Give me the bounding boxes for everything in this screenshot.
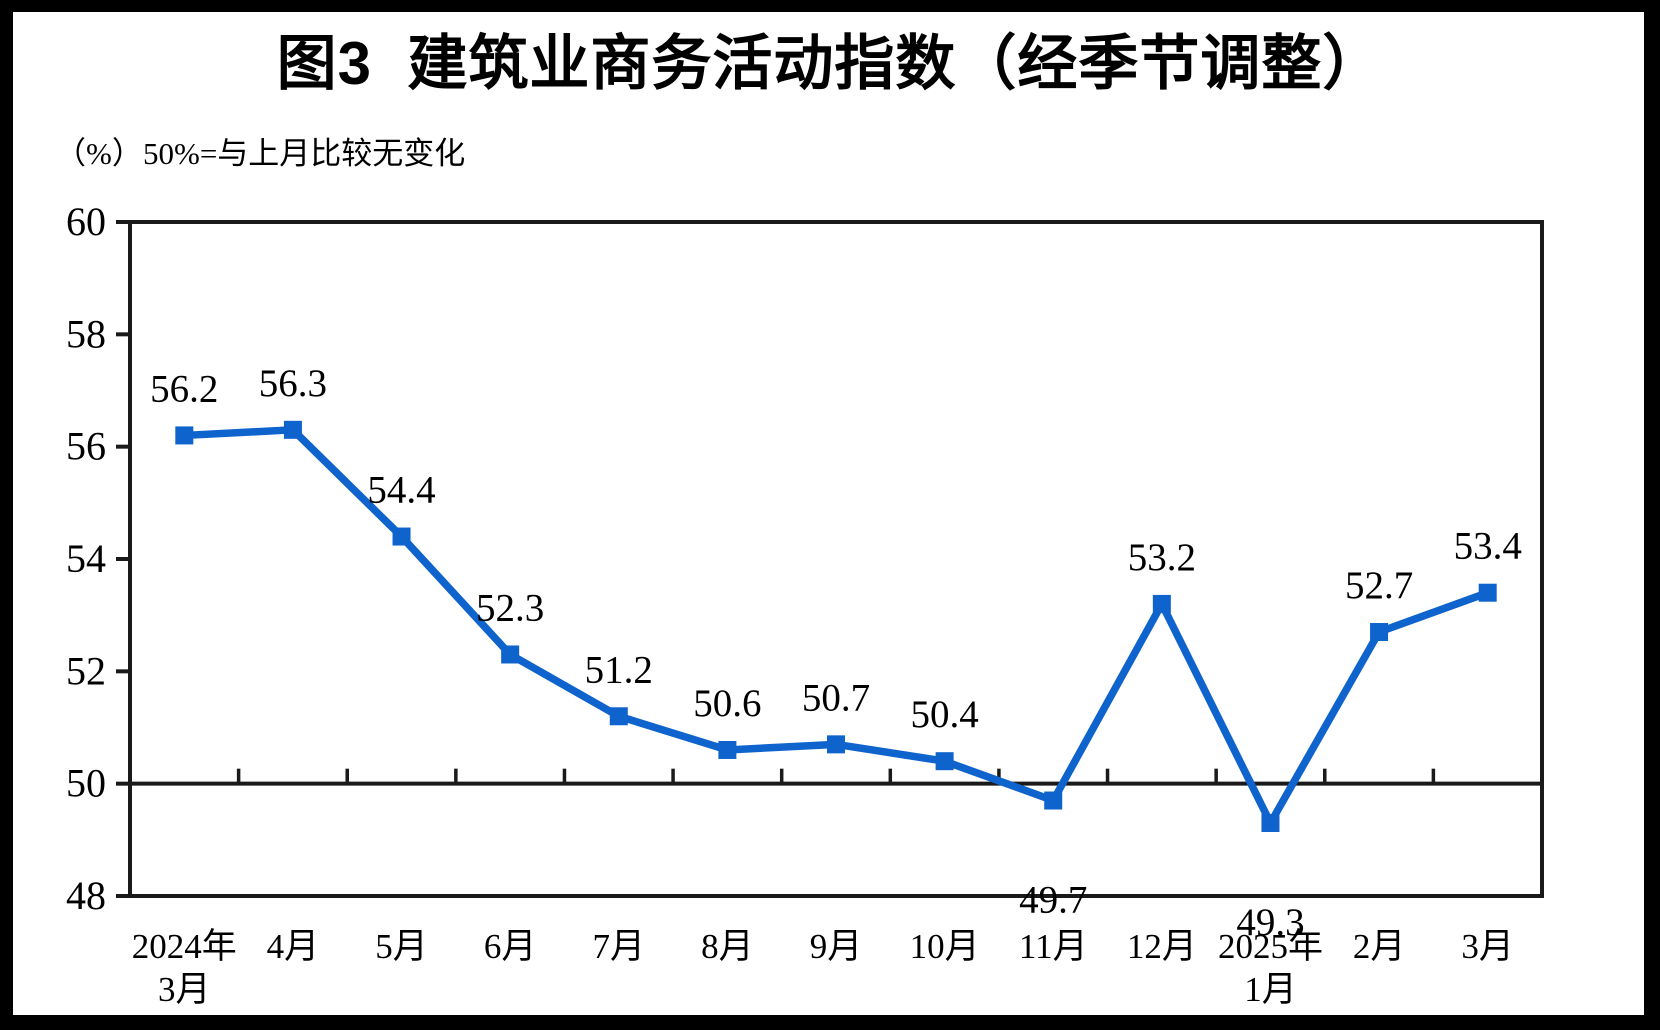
- x-axis-category-label: 7月: [593, 927, 646, 966]
- x-axis-category-label: 1月: [1244, 970, 1297, 1009]
- data-point-marker: [1044, 791, 1063, 810]
- data-point-label: 49.3: [1236, 901, 1304, 944]
- y-axis-tick-label: 60: [66, 199, 106, 244]
- data-point-marker: [935, 752, 954, 771]
- data-point-label: 50.7: [802, 676, 870, 719]
- chart-title: 图3 建筑业商务活动指数（经季节调整）: [276, 30, 1384, 97]
- data-point-label: 51.2: [585, 648, 653, 691]
- x-axis-category-label: 2月: [1353, 927, 1406, 966]
- x-axis-category-label: 2025年: [1218, 927, 1323, 966]
- x-axis-category-label: 2024年: [132, 927, 237, 966]
- x-axis-category-label: 8月: [701, 927, 754, 966]
- y-axis-tick-label: 50: [66, 761, 106, 806]
- data-point-marker: [827, 735, 845, 754]
- chart-panel: [13, 12, 1644, 1015]
- data-point-marker: [283, 420, 302, 439]
- x-axis-category-label: 9月: [810, 927, 863, 966]
- x-axis-category-label: 6月: [484, 927, 537, 966]
- data-point-label: 56.3: [259, 362, 327, 405]
- x-axis-category-label: 5月: [375, 927, 428, 966]
- data-point-marker: [1261, 813, 1280, 832]
- x-axis-category-label: 11月: [1019, 927, 1088, 966]
- data-point-label: 49.7: [1019, 879, 1087, 922]
- axis-unit-label: （%）: [55, 136, 143, 171]
- data-point-label: 52.7: [1345, 564, 1413, 607]
- data-point-label: 52.3: [476, 586, 544, 629]
- x-axis-category-label: 3月: [158, 970, 211, 1009]
- data-point-marker: [501, 645, 520, 664]
- plot-border: [128, 220, 1544, 898]
- data-point-marker: [175, 426, 194, 445]
- data-point-label: 53.4: [1454, 525, 1522, 568]
- reference-note-label: 50%=与上月比较无变化: [143, 136, 466, 171]
- y-axis-tick-label: 58: [66, 311, 106, 356]
- x-axis-category-label: 12月: [1127, 927, 1197, 966]
- data-point-label: 56.2: [150, 367, 218, 410]
- data-point-marker: [718, 740, 737, 759]
- data-point-label: 54.4: [367, 469, 435, 512]
- data-point-marker: [1478, 583, 1497, 602]
- data-point-marker: [1370, 623, 1389, 642]
- data-point-label: 50.4: [910, 693, 978, 736]
- x-axis-category-label: 10月: [910, 927, 980, 966]
- y-axis-tick-label: 54: [66, 536, 106, 581]
- x-axis-category-label: 4月: [267, 927, 320, 966]
- y-axis-tick-label: 52: [66, 648, 106, 693]
- data-point-marker: [609, 707, 628, 726]
- x-axis-category-label: 3月: [1461, 927, 1514, 966]
- y-axis-tick-label: 48: [66, 873, 106, 918]
- y-axis-tick-label: 56: [66, 424, 106, 469]
- data-point-marker: [392, 527, 411, 546]
- data-point-label: 53.2: [1128, 536, 1196, 579]
- data-point-label: 50.6: [693, 682, 761, 725]
- data-point-marker: [1152, 594, 1171, 613]
